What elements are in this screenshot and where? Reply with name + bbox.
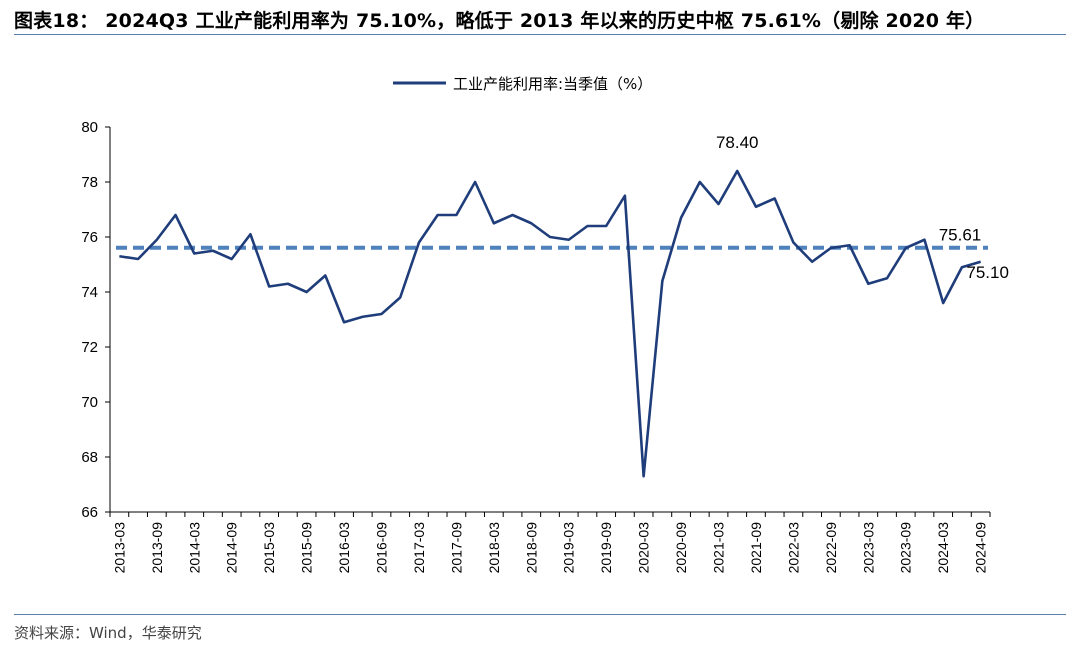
x-tick-label: 2021-09	[748, 522, 764, 574]
footer-divider	[14, 614, 1066, 615]
last-value-label: 75.10	[966, 263, 1009, 282]
legend-label: 工业产能利用率:当季值（%）	[453, 75, 652, 93]
x-tick-label: 2024-03	[935, 522, 951, 574]
x-tick-label: 2021-03	[711, 522, 727, 574]
x-tick-label: 2014-09	[224, 522, 240, 574]
x-tick-label: 2019-03	[561, 522, 577, 574]
x-tick-label: 2013-09	[149, 522, 165, 574]
x-tick-label: 2023-03	[860, 522, 876, 574]
series-line	[119, 169, 982, 478]
x-tick-label: 2015-09	[299, 522, 315, 574]
x-tick-label: 2017-03	[411, 522, 427, 574]
x-axis: 2013-03 2013-09 2014-03 2014-09 2015-03 2015-…	[109, 511, 991, 574]
x-tick-label: 2017-09	[448, 522, 464, 574]
x-tick-label: 2020-09	[673, 522, 689, 574]
source-note: 资料来源：Wind，华泰研究	[14, 624, 202, 642]
x-tick-label: 2022-09	[823, 522, 839, 574]
legend: 工业产能利用率:当季值（%）	[393, 75, 652, 93]
x-tick-label: 2016-09	[373, 522, 389, 574]
x-tick-label: 2023-09	[898, 522, 914, 574]
y-tick-label: 78	[81, 174, 98, 191]
x-tick-label: 2024-09	[973, 522, 989, 574]
x-tick-label: 2018-03	[486, 522, 502, 574]
x-tick-label: 2022-03	[785, 522, 801, 574]
peak-label: 78.40	[716, 133, 759, 152]
x-tick-label: 2015-03	[261, 522, 277, 574]
x-tick-label: 2019-09	[598, 522, 614, 574]
y-tick-label: 74	[81, 284, 98, 301]
x-tick-label: 2018-09	[523, 522, 539, 574]
y-tick-label: 80	[81, 119, 98, 136]
annotation-layer: 78.40 75.61 75.10	[716, 133, 1009, 282]
reference-label: 75.61	[939, 226, 982, 245]
x-tick-label: 2016-03	[336, 522, 352, 574]
y-axis: 66 68 70 72 74 76 78 80	[81, 119, 111, 521]
y-tick-label: 76	[81, 229, 98, 246]
x-tick-label: 2020-03	[636, 522, 652, 574]
y-tick-label: 66	[81, 504, 98, 521]
y-tick-label: 68	[81, 449, 98, 466]
series-layer	[119, 169, 982, 478]
y-tick-label: 72	[81, 339, 98, 356]
x-tick-label: 2013-03	[111, 522, 127, 574]
y-tick-label: 70	[81, 394, 98, 411]
title-divider	[14, 34, 1066, 35]
chart-title: 图表18： 2024Q3 工业产能利用率为 75.10%，略低于 2013 年以…	[14, 10, 985, 32]
x-tick-label: 2014-03	[186, 522, 202, 574]
